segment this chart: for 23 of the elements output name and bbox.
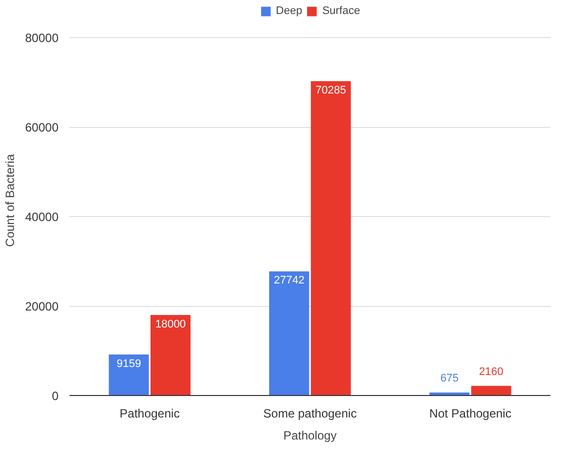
bar (108, 354, 149, 396)
bar (310, 81, 351, 396)
data-label: 18000 (155, 318, 186, 330)
data-label: 2160 (478, 366, 504, 378)
x-tick-label: Some pathogenic (263, 406, 357, 420)
y-tick-label: 80000 (25, 31, 59, 46)
y-tick-label: 40000 (25, 210, 59, 224)
y-axis-title: Count of Bacteria (3, 154, 18, 247)
y-tick-label: 20000 (25, 300, 59, 314)
y-tick-label: 0 (52, 389, 59, 403)
bar (150, 314, 191, 396)
x-axis-title: Pathology (283, 428, 337, 442)
data-label: 675 (440, 372, 459, 385)
legend-label: Surface (322, 5, 360, 17)
y-tick-label: 60000 (25, 120, 59, 135)
data-label: 9159 (116, 358, 142, 370)
legend-label: Deep (276, 5, 302, 17)
x-tick-label: Not Pathogenic (429, 406, 512, 420)
data-label: 70285 (316, 84, 346, 96)
x-tick-label: Pathogenic (120, 406, 180, 420)
bar (471, 386, 512, 396)
data-label: 27742 (274, 274, 304, 287)
bar (269, 271, 310, 396)
